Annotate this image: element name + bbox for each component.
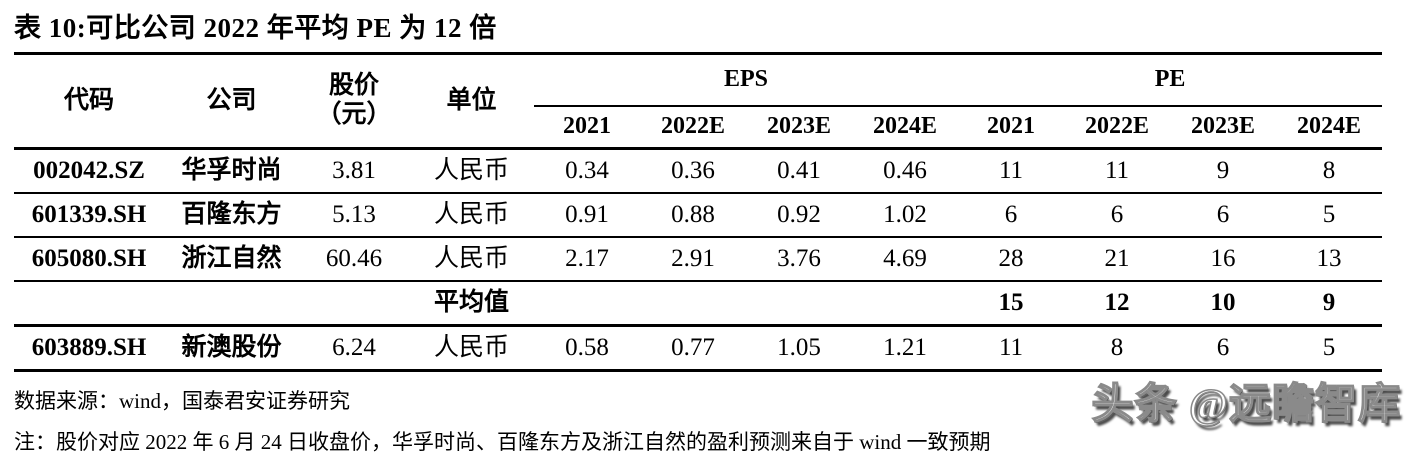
cell-pe-2023e: 16 (1170, 237, 1277, 282)
cell-price: 60.46 (299, 237, 409, 282)
col-header-eps-2021: 2021 (534, 106, 640, 150)
table-body: 002042.SZ 华孚时尚 3.81 人民币 0.34 0.36 0.41 0.46 11 11… (14, 148, 1383, 371)
cell-eps-2022e: 2.91 (640, 237, 746, 282)
cell-eps-2024e: 0.46 (852, 148, 959, 194)
table-row: 603889.SH 新澳股份 6.24 人民币 0.58 0.77 1.05 1.21 11 8 6… (14, 326, 1382, 371)
cell-price (299, 281, 409, 327)
cell-company: 百隆东方 (164, 193, 299, 238)
cell-pe-2024e: 5 (1322, 333, 1336, 361)
cell-eps-2024e (852, 281, 959, 327)
cell-eps-2021: 0.34 (534, 148, 640, 194)
watermark-text: 头条 @远瞻智库 (1091, 381, 1401, 429)
cell-unit: 平均值 (409, 281, 534, 327)
table-title: 表 10:可比公司 2022 年平均 PE 为 12 倍 (14, 13, 497, 43)
cell-eps-2023e (746, 281, 852, 327)
table-row: 002042.SZ 华孚时尚 3.81 人民币 0.34 0.36 0.41 0.46 11 11… (14, 148, 1383, 194)
cell-eps-2024e: 1.02 (852, 193, 959, 238)
cell-eps-2023e: 0.41 (746, 148, 852, 194)
report-page: 表 10:可比公司 2022 年平均 PE 为 12 倍 代码 公司 股价 （元… (0, 6, 1407, 454)
cell-pe-2022e: 21 (1064, 237, 1171, 282)
col-group-eps: EPS (534, 53, 959, 107)
cell-unit: 人民币 (409, 237, 534, 282)
col-header-pe-2023e: 2023E (1170, 106, 1277, 150)
cell-eps-2021: 0.58 (565, 333, 609, 361)
cell-eps-2021: 2.17 (534, 237, 640, 282)
cell-code: 605080.SH (14, 237, 164, 282)
cell-pe-2022e: 6 (1064, 193, 1171, 238)
cell-eps-2022e: 0.36 (640, 148, 746, 194)
col-header-price-line1: 股价 (328, 72, 379, 100)
cell-pe-2024e: 5 (1276, 193, 1383, 238)
cell-eps-2022e (640, 281, 746, 327)
col-group-pe: PE (958, 53, 1383, 107)
cell-company: 浙江自然 (164, 237, 299, 282)
col-header-pe-2021: 2021 (958, 106, 1065, 150)
cell-company: 华孚时尚 (164, 148, 299, 194)
col-header-eps-2022e: 2022E (640, 106, 746, 150)
cell-pe-2022e: 12 (1064, 281, 1171, 327)
data-source-line: 数据来源：wind，国泰君安证券研究 (14, 389, 350, 413)
cell-pe-2022e: 8 (1110, 333, 1124, 361)
cell-eps-2023e: 3.76 (746, 237, 852, 282)
cell-code (14, 281, 164, 327)
header-group-row: 代码 公司 股价 （元） 单位 EPS PE (14, 53, 1383, 150)
cell-pe-2023e: 6 (1170, 193, 1277, 238)
table-header: 代码 公司 股价 （元） 单位 EPS PE 2021 2022E 2023E … (14, 53, 1383, 150)
cell-unit: 人民币 (409, 148, 534, 194)
cell-pe-2021: 15 (958, 281, 1065, 327)
cell-code: 601339.SH (14, 193, 164, 238)
table-row: 605080.SH 浙江自然 60.46 人民币 2.17 2.91 3.76 4.69 28 2… (14, 237, 1383, 282)
col-header-pe-2022e: 2022E (1064, 106, 1171, 150)
cell-pe-2021: 28 (958, 237, 1065, 282)
cell-eps-2022e: 0.77 (671, 333, 715, 361)
col-header-eps-2023e: 2023E (746, 106, 852, 150)
cell-unit: 人民币 (409, 193, 534, 238)
cell-company: 新澳股份 (181, 333, 282, 361)
cell-pe-2024e: 8 (1276, 148, 1383, 194)
cell-eps-2023e: 0.92 (746, 193, 852, 238)
cell-eps-2021 (534, 281, 640, 327)
col-header-pe-2024e: 2024E (1276, 106, 1383, 150)
header-year-row: 2021 2022E 2023E 2024E 2021 2022E 2023E … (14, 106, 1383, 150)
cell-pe-2021: 11 (998, 333, 1024, 361)
cell-pe-2023e: 6 (1216, 333, 1230, 361)
cell-pe-2022e: 11 (1064, 148, 1171, 194)
cell-pe-2024e: 13 (1276, 237, 1383, 282)
cell-pe-2021: 11 (958, 148, 1065, 194)
col-header-eps-2024e: 2024E (852, 106, 959, 150)
cell-code: 603889.SH (31, 333, 147, 361)
cell-pe-2023e: 9 (1170, 148, 1277, 194)
cell-code: 002042.SZ (14, 148, 164, 194)
cell-pe-2024e: 9 (1276, 281, 1383, 327)
table-row: 601339.SH 百隆东方 5.13 人民币 0.91 0.88 0.92 1.02 6 6 6 5 (14, 193, 1383, 238)
cell-price: 3.81 (299, 148, 409, 194)
cell-unit: 人民币 (433, 333, 509, 361)
col-header-unit: 单位 (409, 53, 534, 150)
cell-price: 6.24 (332, 333, 376, 361)
col-header-company: 公司 (164, 53, 299, 150)
col-header-code: 代码 (14, 53, 164, 150)
col-header-price: 股价 （元） (299, 53, 409, 150)
cell-eps-2024e: 4.69 (852, 237, 959, 282)
cell-pe-2021: 6 (958, 193, 1065, 238)
col-header-price-line2: （元） (316, 101, 392, 128)
cell-eps-2021: 0.91 (534, 193, 640, 238)
cell-eps-2022e: 0.88 (640, 193, 746, 238)
comparable-companies-table: 代码 公司 股价 （元） 单位 EPS PE 2021 2022E 2023E … (14, 52, 1383, 372)
cell-eps-2024e: 1.21 (883, 333, 927, 361)
cell-eps-2023e: 1.05 (777, 333, 821, 361)
cell-company (164, 281, 299, 327)
table-row-average: 平均值 15 12 10 9 (14, 281, 1383, 327)
cell-pe-2023e: 10 (1170, 281, 1277, 327)
cell-price: 5.13 (299, 193, 409, 238)
